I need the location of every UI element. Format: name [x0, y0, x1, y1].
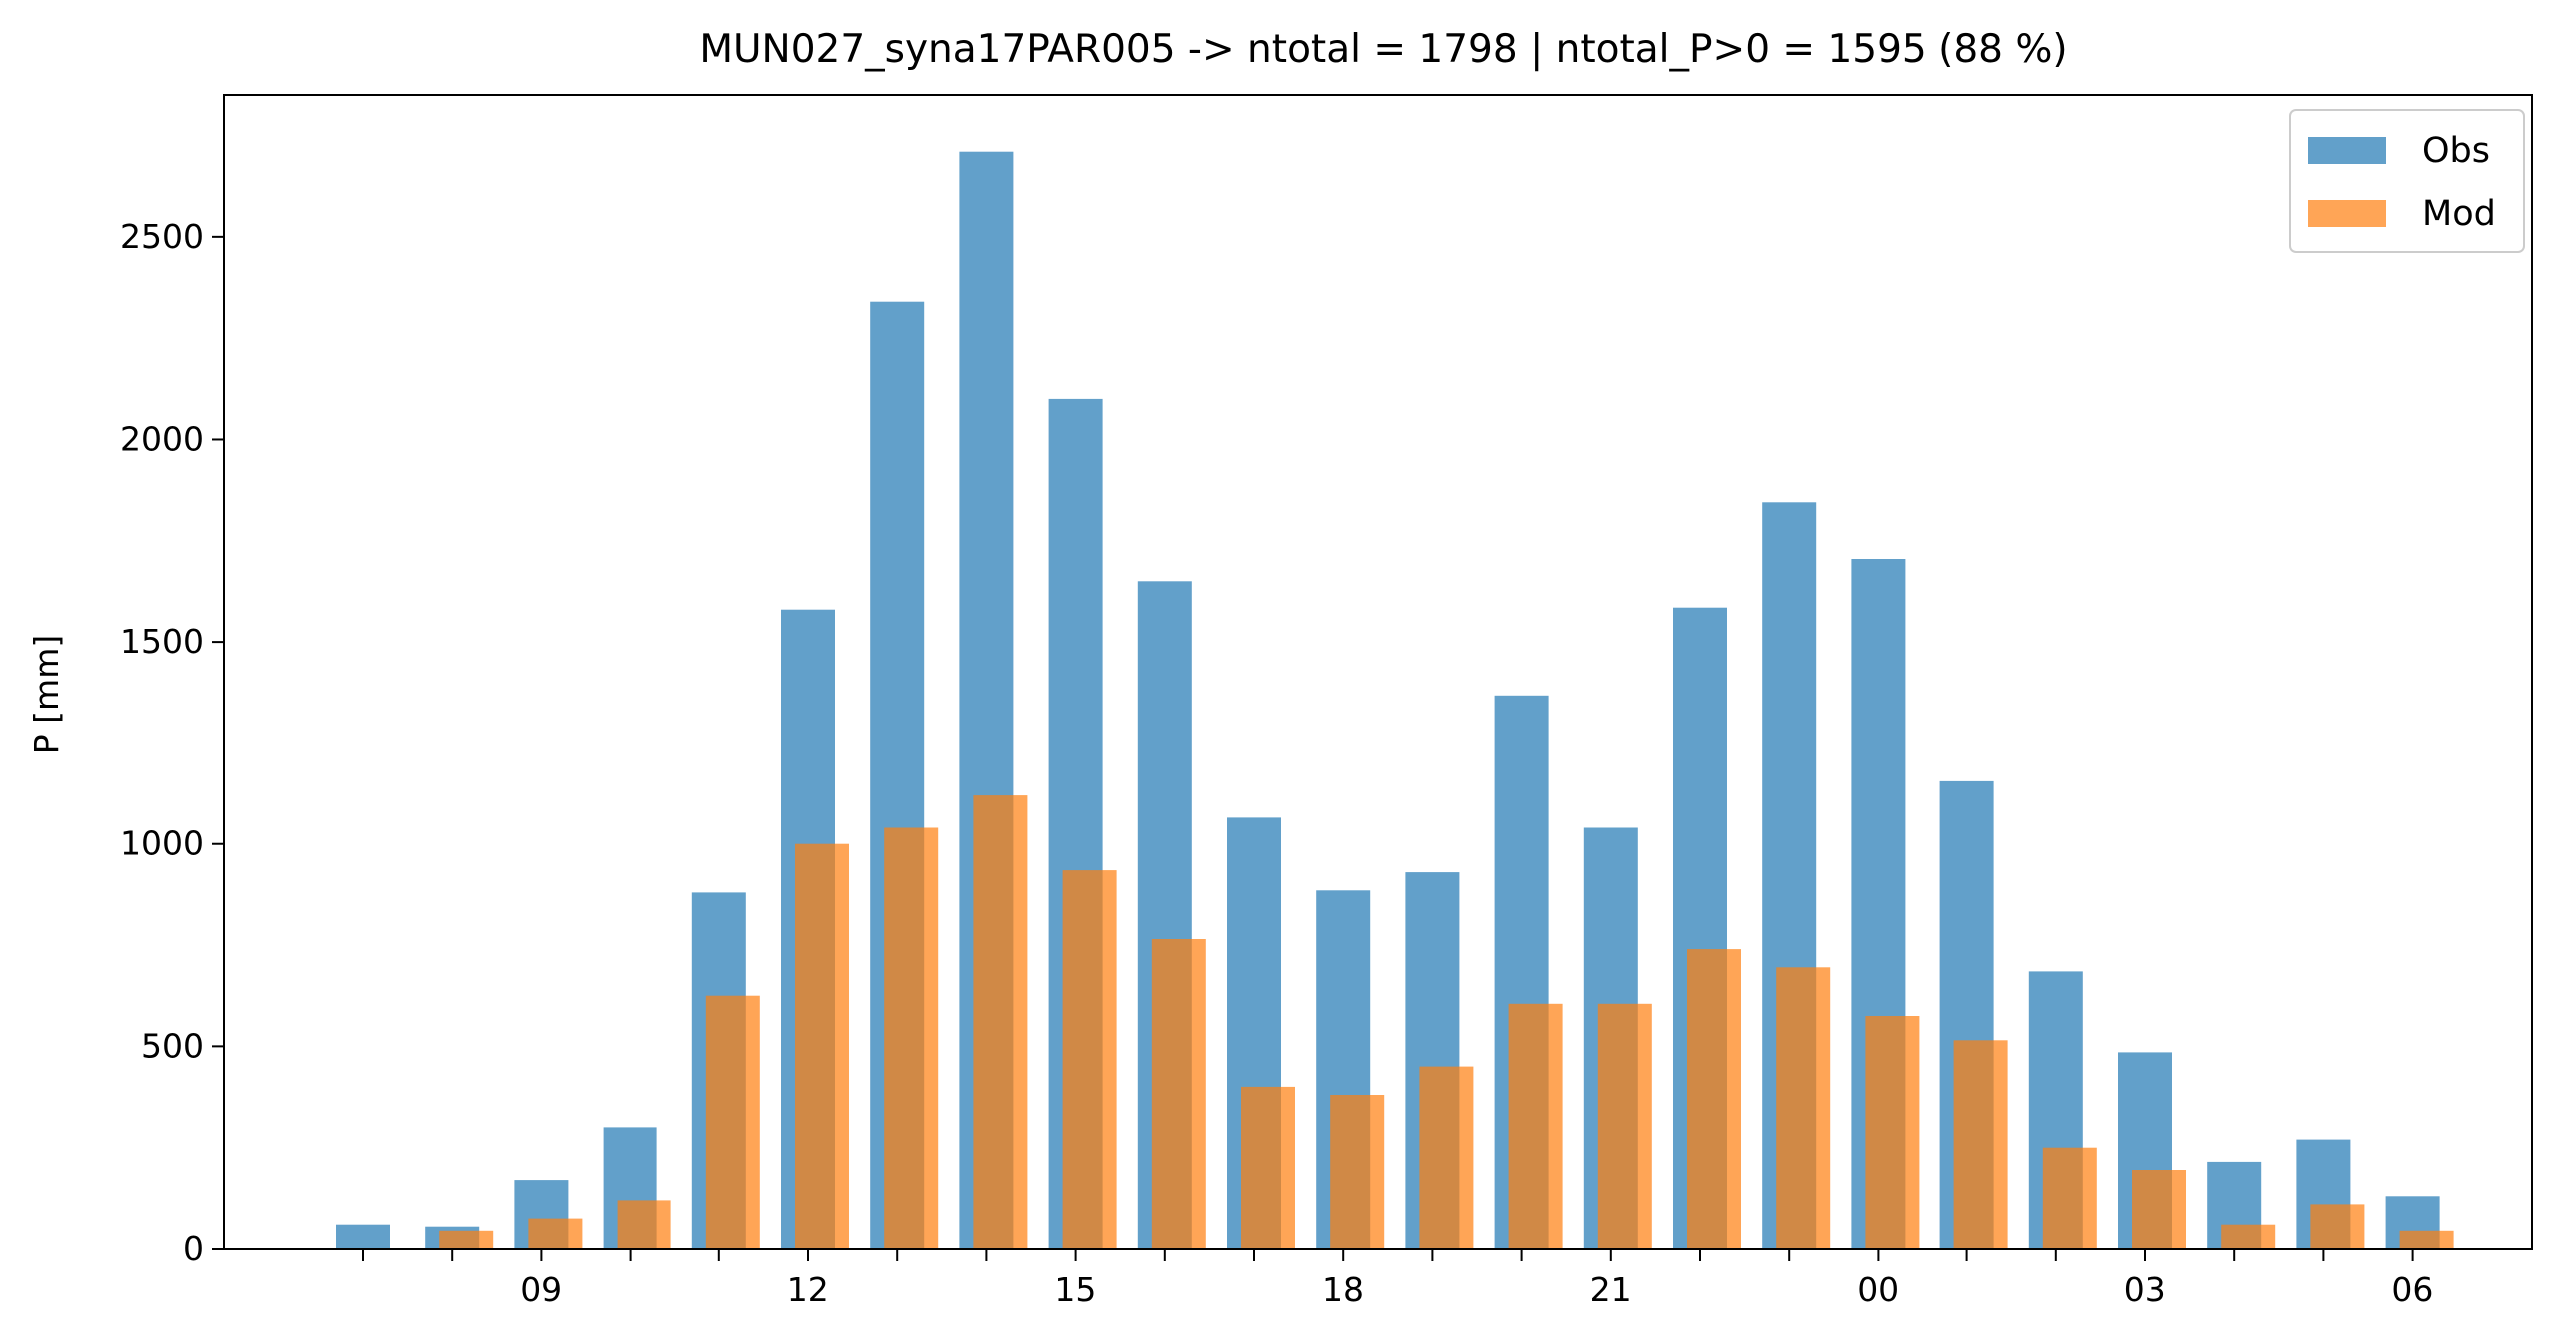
x-tick-label: 09: [520, 1270, 562, 1309]
bar-mod-15: [973, 795, 1028, 1249]
bar-mod-4: [2132, 1170, 2186, 1249]
bar-mod-18: [1241, 1086, 1295, 1249]
y-tick-label: 0: [183, 1229, 204, 1268]
bar-mod-12: [705, 995, 760, 1249]
bar-obs-8: [336, 1224, 390, 1249]
y-tick-label: 1500: [120, 622, 204, 661]
bar-mod-11: [617, 1200, 671, 1249]
bar-mod-13: [795, 843, 849, 1249]
legend-swatch-mod: [2308, 200, 2386, 227]
bar-mod-0: [1776, 967, 1831, 1249]
x-tick-label: 21: [1590, 1270, 1632, 1309]
bar-mod-6: [2310, 1204, 2365, 1249]
x-tick-label: 18: [1322, 1270, 1364, 1309]
y-tick-label: 500: [141, 1026, 204, 1065]
bar-mod-21: [1508, 1003, 1563, 1249]
bar-mod-22: [1597, 1003, 1652, 1249]
y-tick-label: 2000: [120, 419, 204, 458]
y-tick-label: 2500: [120, 217, 204, 256]
legend-label-mod: Mod: [2422, 194, 2496, 234]
bar-mod-17: [1151, 939, 1206, 1249]
bar-mod-7: [2399, 1230, 2454, 1249]
y-tick-label: 1000: [120, 824, 204, 863]
bar-mod-2: [1953, 1040, 2008, 1249]
bar-mod-9: [439, 1230, 494, 1249]
bar-mod-19: [1330, 1095, 1385, 1249]
plot-area: 09 12 15 18 21 00 03 06 0 500 1000 1500 2000 2500: [120, 151, 2454, 1309]
chart-title: MUN027_syna17PAR005 -> ntotal = 1798 | n…: [699, 27, 2067, 72]
legend-label-obs: Obs: [2422, 131, 2490, 171]
bar-mod-23: [1687, 949, 1741, 1249]
plot-frame: [223, 94, 2533, 1250]
x-tick-label: 03: [2124, 1270, 2166, 1309]
bar-mod-1: [1865, 1016, 1920, 1249]
y-axis-label: P [mm]: [27, 635, 66, 754]
bar-mod-10: [528, 1218, 583, 1249]
bar-mod-16: [1062, 870, 1117, 1249]
x-tick-label: 06: [2391, 1270, 2433, 1309]
x-tick-label: 15: [1054, 1270, 1096, 1309]
bar-mod-5: [2221, 1224, 2276, 1249]
x-tick-label: 12: [787, 1270, 829, 1309]
bar-mod-20: [1419, 1066, 1474, 1249]
legend-swatch-obs: [2308, 137, 2386, 164]
legend: Obs Mod: [2289, 109, 2525, 253]
x-tick-label: 00: [1857, 1270, 1899, 1309]
bar-mod-3: [2042, 1147, 2097, 1249]
bar-mod-14: [884, 827, 939, 1249]
